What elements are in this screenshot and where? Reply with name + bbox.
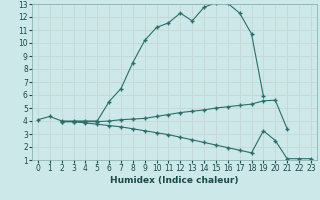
X-axis label: Humidex (Indice chaleur): Humidex (Indice chaleur)	[110, 176, 239, 185]
